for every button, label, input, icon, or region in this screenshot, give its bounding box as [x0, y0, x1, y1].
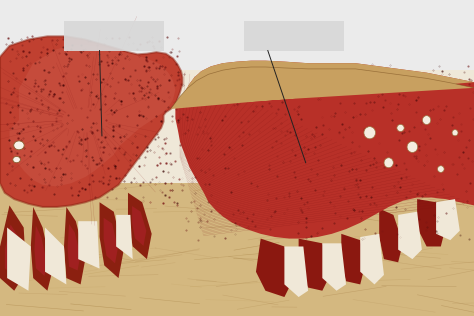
Polygon shape: [132, 206, 146, 246]
Polygon shape: [9, 44, 175, 186]
Polygon shape: [35, 226, 47, 276]
Ellipse shape: [438, 166, 444, 173]
Bar: [244, 21, 344, 51]
Polygon shape: [284, 246, 308, 297]
Bar: [0, 0, 474, 183]
Polygon shape: [104, 218, 118, 263]
Ellipse shape: [384, 158, 393, 168]
Polygon shape: [171, 61, 474, 109]
Polygon shape: [100, 202, 123, 278]
Ellipse shape: [13, 156, 20, 163]
Polygon shape: [436, 199, 460, 240]
Bar: [0, 0, 474, 70]
Polygon shape: [299, 239, 332, 291]
Polygon shape: [322, 243, 346, 291]
Ellipse shape: [407, 141, 418, 153]
Polygon shape: [64, 207, 85, 284]
Polygon shape: [360, 234, 384, 284]
Polygon shape: [175, 61, 474, 239]
Ellipse shape: [14, 141, 24, 150]
Polygon shape: [0, 36, 182, 207]
Polygon shape: [128, 193, 152, 259]
Ellipse shape: [452, 130, 458, 136]
Polygon shape: [417, 199, 446, 246]
Polygon shape: [256, 239, 294, 297]
Polygon shape: [7, 228, 31, 291]
Polygon shape: [0, 205, 26, 291]
Bar: [64, 21, 164, 51]
Polygon shape: [5, 225, 20, 276]
Bar: [0, 183, 474, 316]
Ellipse shape: [364, 127, 375, 139]
Polygon shape: [45, 228, 66, 284]
Polygon shape: [341, 234, 365, 284]
Polygon shape: [398, 212, 422, 259]
Ellipse shape: [422, 116, 431, 125]
Polygon shape: [31, 207, 52, 291]
Polygon shape: [68, 224, 81, 270]
Polygon shape: [78, 221, 100, 269]
Ellipse shape: [397, 125, 404, 131]
Polygon shape: [116, 215, 133, 259]
Polygon shape: [379, 209, 403, 262]
